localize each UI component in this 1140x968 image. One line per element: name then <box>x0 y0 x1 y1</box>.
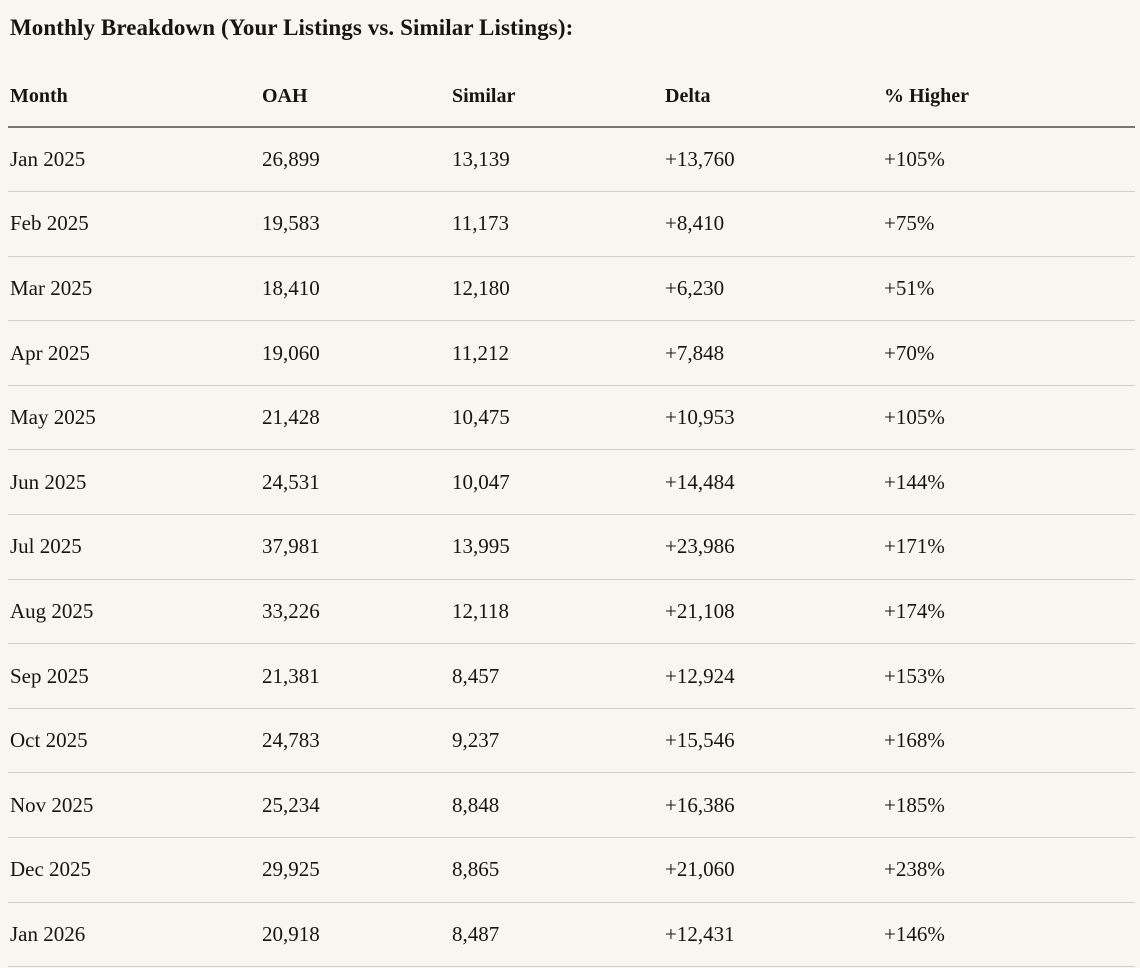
table-row: Mar 2025 18,410 12,180 +6,230 +51% <box>8 256 1135 322</box>
table-row: May 2025 21,428 10,475 +10,953 +105% <box>8 385 1135 451</box>
cell-month: Jan 2025 <box>8 127 260 193</box>
cell-month: Sep 2025 <box>8 643 260 709</box>
column-header-similar: Similar <box>450 69 663 128</box>
column-header-delta: Delta <box>663 69 882 128</box>
page-title: Monthly Breakdown (Your Listings vs. Sim… <box>10 15 574 40</box>
cell-pct-higher: +146% <box>882 902 1135 968</box>
cell-oah: 29,925 <box>260 837 450 903</box>
cell-oah: 21,428 <box>260 385 450 451</box>
cell-oah: 18,410 <box>260 256 450 322</box>
cell-month: May 2025 <box>8 385 260 451</box>
cell-pct-higher: +168% <box>882 708 1135 774</box>
cell-similar: 10,047 <box>450 449 663 516</box>
cell-pct-higher: +51% <box>882 256 1135 322</box>
cell-oah: 19,583 <box>260 191 450 257</box>
cell-oah: 33,226 <box>260 579 450 645</box>
table-row: Oct 2025 24,783 9,237 +15,546 +168% <box>8 708 1135 774</box>
cell-oah: 37,981 <box>260 514 450 580</box>
cell-pct-higher: +171% <box>882 514 1135 580</box>
cell-similar: 13,139 <box>450 127 663 193</box>
cell-similar: 8,865 <box>450 837 663 903</box>
cell-oah: 24,783 <box>260 708 450 774</box>
table-header: Month OAH Similar Delta % Higher <box>8 69 1135 128</box>
cell-similar: 9,237 <box>450 708 663 774</box>
cell-pct-higher: +185% <box>882 772 1135 839</box>
cell-oah: 25,234 <box>260 772 450 839</box>
cell-similar: 8,487 <box>450 902 663 968</box>
cell-delta: +23,986 <box>663 514 882 580</box>
column-header-oah: OAH <box>260 69 450 128</box>
cell-pct-higher: +75% <box>882 191 1135 257</box>
cell-delta: +13,760 <box>663 127 882 193</box>
cell-delta: +6,230 <box>663 256 882 322</box>
table-header-row: Month OAH Similar Delta % Higher <box>8 69 1135 128</box>
table-row: Sep 2025 21,381 8,457 +12,924 +153% <box>8 643 1135 709</box>
table-row: Apr 2025 19,060 11,212 +7,848 +70% <box>8 320 1135 386</box>
cell-month: Apr 2025 <box>8 320 260 386</box>
cell-delta: +15,546 <box>663 708 882 774</box>
cell-oah: 20,918 <box>260 902 450 968</box>
cell-pct-higher: +238% <box>882 837 1135 903</box>
cell-month: Feb 2025 <box>8 191 260 257</box>
cell-oah: 21,381 <box>260 643 450 709</box>
cell-delta: +7,848 <box>663 320 882 386</box>
cell-delta: +14,484 <box>663 449 882 516</box>
table-body: Jan 2025 26,899 13,139 +13,760 +105% Feb… <box>8 127 1135 968</box>
cell-pct-higher: +144% <box>882 449 1135 516</box>
monthly-breakdown-table: Month OAH Similar Delta % Higher Jan 202… <box>8 69 1135 968</box>
cell-month: Jan 2026 <box>8 902 260 968</box>
column-header-month: Month <box>8 69 260 128</box>
cell-oah: 24,531 <box>260 449 450 516</box>
cell-similar: 11,173 <box>450 191 663 257</box>
table-row: Jul 2025 37,981 13,995 +23,986 +171% <box>8 514 1135 580</box>
cell-similar: 12,118 <box>450 579 663 645</box>
cell-delta: +21,108 <box>663 579 882 645</box>
cell-similar: 8,848 <box>450 772 663 839</box>
table-row: Jun 2025 24,531 10,047 +14,484 +144% <box>8 449 1135 516</box>
table-row: Jan 2026 20,918 8,487 +12,431 +146% <box>8 902 1135 968</box>
cell-delta: +16,386 <box>663 772 882 839</box>
cell-similar: 13,995 <box>450 514 663 580</box>
cell-month: Dec 2025 <box>8 837 260 903</box>
cell-oah: 19,060 <box>260 320 450 386</box>
table-row: Jan 2025 26,899 13,139 +13,760 +105% <box>8 127 1135 193</box>
cell-pct-higher: +105% <box>882 385 1135 451</box>
cell-delta: +8,410 <box>663 191 882 257</box>
cell-month: Mar 2025 <box>8 256 260 322</box>
cell-month: Oct 2025 <box>8 708 260 774</box>
cell-pct-higher: +105% <box>882 127 1135 193</box>
cell-similar: 10,475 <box>450 385 663 451</box>
column-header-pct-higher: % Higher <box>882 69 1135 128</box>
table-row: Dec 2025 29,925 8,865 +21,060 +238% <box>8 837 1135 903</box>
cell-delta: +12,924 <box>663 643 882 709</box>
table-row: Feb 2025 19,583 11,173 +8,410 +75% <box>8 191 1135 257</box>
cell-month: Nov 2025 <box>8 772 260 839</box>
cell-pct-higher: +70% <box>882 320 1135 386</box>
cell-month: Aug 2025 <box>8 579 260 645</box>
cell-similar: 8,457 <box>450 643 663 709</box>
cell-similar: 12,180 <box>450 256 663 322</box>
cell-oah: 26,899 <box>260 127 450 193</box>
cell-pct-higher: +174% <box>882 579 1135 645</box>
cell-pct-higher: +153% <box>882 643 1135 709</box>
cell-delta: +12,431 <box>663 902 882 968</box>
cell-delta: +10,953 <box>663 385 882 451</box>
cell-month: Jun 2025 <box>8 449 260 516</box>
table-row: Aug 2025 33,226 12,118 +21,108 +174% <box>8 579 1135 645</box>
cell-month: Jul 2025 <box>8 514 260 580</box>
cell-delta: +21,060 <box>663 837 882 903</box>
table-row: Nov 2025 25,234 8,848 +16,386 +185% <box>8 772 1135 839</box>
cell-similar: 11,212 <box>450 320 663 386</box>
